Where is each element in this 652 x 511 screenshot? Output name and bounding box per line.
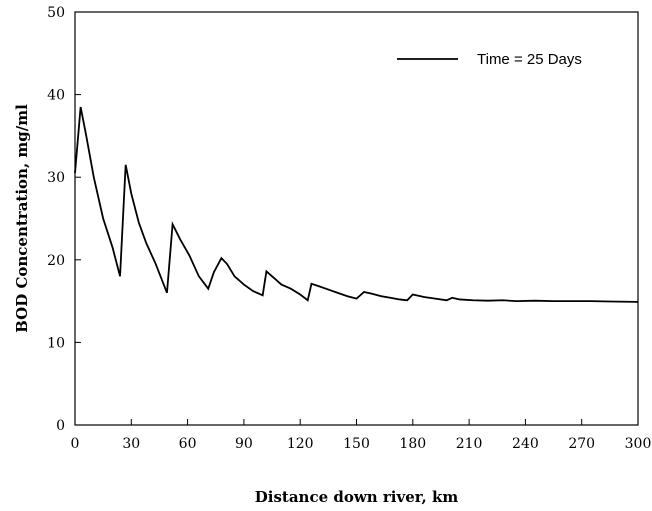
y-tick-label: 0 [56,418,65,434]
tick-labels: 0 30 60 90 120 150 180 210 240 270 300 0 10 20 30 40 50 [47,5,651,452]
x-tick-label: 120 [287,436,314,452]
y-tick-label: 40 [47,88,65,104]
x-tick-label: 180 [399,436,426,452]
legend: Time = 25 Days [397,51,582,68]
legend-label: Time = 25 Days [477,51,582,68]
y-axis-title: BOD Concentration, mg/ml [13,104,31,333]
series-line-0 [74,106,639,303]
x-tick-label: 300 [625,436,652,452]
series [74,106,639,303]
x-tick-label: 150 [343,436,370,452]
y-tick-label: 30 [47,170,65,186]
y-tick-label: 50 [47,5,65,21]
x-tick-label: 240 [512,436,539,452]
x-tick-label: 60 [179,436,197,452]
x-tick-label: 90 [235,436,253,452]
x-tick-label: 210 [456,436,483,452]
x-tick-label: 270 [568,436,595,452]
plot-area-frame [74,11,639,426]
y-tick-label: 20 [47,253,65,269]
x-tick-label: 0 [71,436,80,452]
tick-marks [74,11,639,426]
x-axis-title: Distance down river, km [255,488,459,506]
axes [74,11,639,426]
x-tick-label: 30 [122,436,140,452]
y-tick-label: 10 [47,335,65,351]
